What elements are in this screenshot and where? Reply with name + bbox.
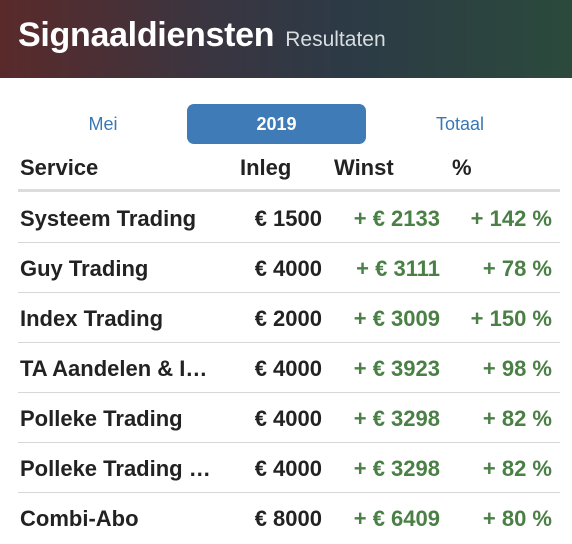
inleg-value: € 4000 bbox=[254, 256, 322, 281]
page-header: Signaaldiensten Resultaten bbox=[0, 0, 572, 78]
percent-value: + 82 % bbox=[482, 456, 552, 481]
tab-2019[interactable]: 2019 bbox=[187, 104, 366, 144]
percent-value: + 150 % bbox=[470, 306, 552, 331]
winst-value: + € 3923 bbox=[353, 356, 440, 381]
results-table: Systeem Trading € 1500 + € 2133 + 142 % … bbox=[18, 193, 560, 543]
inleg-value: € 4000 bbox=[254, 406, 322, 431]
page-title: Signaaldiensten bbox=[18, 16, 275, 54]
winst-value: + € 6409 bbox=[353, 506, 440, 531]
inleg-value: € 1500 bbox=[254, 206, 322, 231]
service-name: TA Aandelen & I… bbox=[20, 356, 208, 381]
percent-value: + 82 % bbox=[482, 406, 552, 431]
table-row[interactable]: Combi-Abo € 8000 + € 6409 + 80 % bbox=[18, 493, 560, 543]
tab-mei[interactable]: Mei bbox=[88, 114, 118, 134]
service-name: Systeem Trading bbox=[20, 206, 197, 231]
service-name: Index Trading bbox=[20, 306, 164, 331]
winst-value: + € 3009 bbox=[353, 306, 440, 331]
table-row[interactable]: TA Aandelen & I… € 4000 + € 3923 + 98 % bbox=[18, 343, 560, 393]
service-name: Guy Trading bbox=[20, 256, 149, 281]
percent-value: + 142 % bbox=[470, 206, 552, 231]
service-name: Polleke Trading bbox=[20, 406, 183, 431]
inleg-value: € 4000 bbox=[254, 456, 322, 481]
page-subtitle: Resultaten bbox=[285, 28, 386, 51]
service-name: Polleke Trading … bbox=[20, 456, 211, 481]
column-header-service: Service bbox=[20, 155, 99, 180]
service-name: Combi-Abo bbox=[20, 506, 139, 531]
column-header-inleg: Inleg bbox=[240, 155, 292, 180]
table-header: Service Inleg Winst % bbox=[18, 152, 560, 192]
winst-value: + € 3298 bbox=[353, 456, 440, 481]
inleg-value: € 2000 bbox=[254, 306, 322, 331]
period-tabs: Mei 2019 Totaal bbox=[0, 104, 572, 144]
percent-value: + 80 % bbox=[482, 506, 552, 531]
table-row[interactable]: Polleke Trading … € 4000 + € 3298 + 82 % bbox=[18, 443, 560, 493]
table-row[interactable]: Guy Trading € 4000 + € 3111 + 78 % bbox=[18, 243, 560, 293]
winst-value: + € 2133 bbox=[353, 206, 440, 231]
percent-value: + 78 % bbox=[482, 256, 552, 281]
table-row[interactable]: Index Trading € 2000 + € 3009 + 150 % bbox=[18, 293, 560, 343]
inleg-value: € 8000 bbox=[254, 506, 322, 531]
column-header-percent: % bbox=[452, 155, 472, 180]
inleg-value: € 4000 bbox=[254, 356, 322, 381]
percent-value: + 98 % bbox=[482, 356, 552, 381]
winst-value: + € 3111 bbox=[356, 256, 440, 281]
winst-value: + € 3298 bbox=[353, 406, 440, 431]
table-row[interactable]: Systeem Trading € 1500 + € 2133 + 142 % bbox=[18, 193, 560, 243]
column-header-winst: Winst bbox=[334, 155, 394, 180]
tab-totaal[interactable]: Totaal bbox=[435, 114, 485, 134]
table-row[interactable]: Polleke Trading € 4000 + € 3298 + 82 % bbox=[18, 393, 560, 443]
